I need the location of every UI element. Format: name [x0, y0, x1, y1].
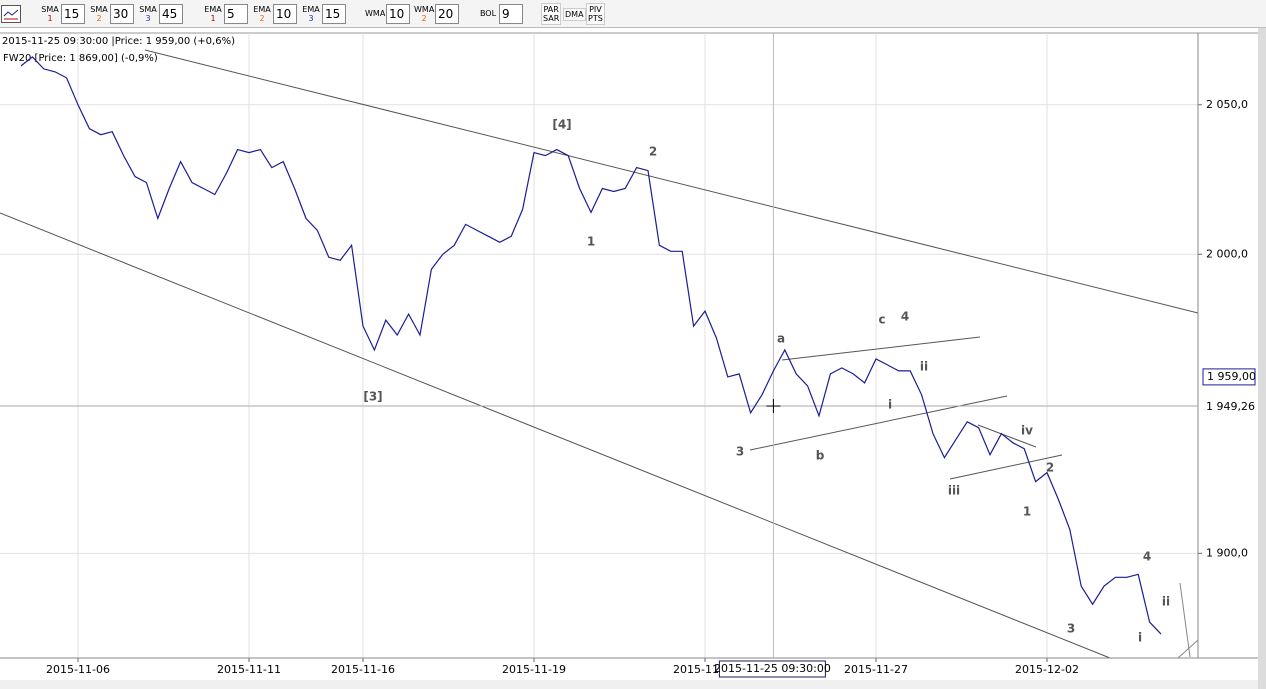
wave-label: [3] — [363, 390, 382, 404]
y-tick-label: 1 900,0 — [1206, 546, 1248, 559]
x-tick-label: 2015-11-06 — [46, 663, 110, 676]
y-tick-label: 2 000,0 — [1206, 247, 1248, 260]
indicator-index: 1 — [210, 14, 216, 23]
indicator-input[interactable]: 9 — [499, 4, 523, 24]
indicator-input[interactable]: 30 — [110, 4, 134, 24]
indicator-input[interactable]: 15 — [322, 4, 346, 24]
indicator-input[interactable]: 20 — [435, 4, 459, 24]
wave-label: b — [816, 449, 825, 463]
indicator-label: EMA — [302, 5, 320, 14]
indicator: WMA 2 20 — [414, 4, 459, 24]
indicator-input[interactable]: 5 — [224, 4, 248, 24]
indicator: WMA 10 — [365, 4, 410, 24]
trendline — [0, 212, 1111, 659]
toolbar-icon[interactable] — [1, 5, 21, 23]
icon — [3, 9, 19, 20]
button-text: PIV — [589, 5, 602, 14]
x-tick-label: 2015-11-11 — [217, 663, 281, 676]
trendline — [949, 454, 1063, 480]
wave-label: 2 — [649, 145, 657, 159]
x-tick-label: 2015-12-02 — [1015, 663, 1079, 676]
wave-label: 3 — [1067, 622, 1075, 636]
wave-label: iii — [948, 484, 960, 498]
x-tick-label: 2015-11-16 — [331, 663, 395, 676]
plot-background — [0, 28, 1258, 689]
wave-label: 4 — [1143, 550, 1151, 564]
indicator: EMA 1 5 — [203, 4, 248, 24]
price-line — [20, 56, 1162, 635]
indicator: SMA 1 15 — [40, 4, 85, 24]
indicator-label: SMA — [90, 5, 108, 14]
indicator: BOL 9 — [478, 4, 523, 24]
indicator-index: 1 — [47, 14, 53, 23]
indicator-input[interactable]: 45 — [159, 4, 183, 24]
indicator: SMA 3 45 — [138, 4, 183, 24]
grid — [0, 33, 1198, 658]
wave-label: 3 — [736, 445, 744, 459]
trendline — [749, 395, 1008, 451]
indicator: EMA 2 10 — [252, 4, 297, 24]
x-tick-label: 2015-11-27 — [844, 663, 908, 676]
wave-label: ii — [920, 360, 928, 374]
wave-label: 4 — [901, 310, 909, 324]
price-marker — [1202, 368, 1256, 386]
chart-title: FW20 [Price: 1 869,00] (-0,9%) — [3, 53, 158, 64]
trendline — [977, 424, 1037, 448]
y-tick-label: 2 050,0 — [1206, 98, 1248, 111]
toolbar-button[interactable]: DMA — [563, 8, 586, 21]
indicator-index: 2 — [421, 14, 427, 23]
wave-label: a — [777, 332, 785, 346]
indicator-index: 2 — [259, 14, 265, 23]
toolbar-button[interactable]: PIV PTS — [586, 3, 605, 25]
wave-label: iv — [1021, 424, 1033, 438]
crosshair-info: 2015-11-25 09:30:00 |Price: 1 959,00 (+0… — [2, 36, 235, 47]
trendline — [781, 336, 981, 361]
indicator-input[interactable]: 10 — [386, 4, 410, 24]
wave-label: 1 — [587, 235, 595, 249]
indicator-label: BOL — [479, 9, 497, 18]
trendlines — [0, 49, 1199, 659]
wave-label: c — [878, 313, 885, 327]
wave-label: 1 — [1023, 505, 1031, 519]
crosshair-date-label: 2015-11-25 09:30:00 — [714, 662, 831, 675]
button-text: PTS — [588, 14, 603, 23]
trendline — [1179, 582, 1191, 658]
wave-label: [4] — [552, 118, 571, 132]
x-tick-label: 2015-11-19 — [502, 663, 566, 676]
wave-label: ii — [1162, 595, 1170, 609]
indicator-label: WMA — [414, 5, 435, 14]
button-text: PAR — [543, 5, 559, 14]
trendline — [144, 49, 1199, 314]
indicator-label: EMA — [253, 5, 271, 14]
indicator: SMA 2 30 — [89, 4, 134, 24]
indicator-index: 3 — [308, 14, 314, 23]
wave-label: i — [1138, 631, 1142, 645]
bottom-strip — [0, 680, 1258, 689]
wave-label: i — [888, 398, 892, 412]
toolbar-button[interactable]: PAR SAR — [541, 3, 562, 25]
indicator-index: 3 — [145, 14, 151, 23]
indicator-label: WMA — [365, 9, 386, 18]
crosshair-date-box — [718, 660, 826, 678]
indicator-label: SMA — [41, 5, 59, 14]
side-panel — [1258, 28, 1266, 689]
wave-label: 2 — [1046, 461, 1054, 475]
crosshair-value-label: 1 949,26 — [1206, 400, 1255, 413]
indicator: EMA 3 15 — [301, 4, 346, 24]
indicator-input[interactable]: 15 — [61, 4, 85, 24]
toolbar: SMA 1 15 SMA 2 30 SMA 3 45 EMA 1 5 EMA 2 10 EMA 3 15 WMA 10… — [0, 0, 1266, 28]
indicator-label: EMA — [204, 5, 222, 14]
indicator-index: 2 — [96, 14, 102, 23]
price-marker-label: 1 959,00 — [1207, 370, 1256, 383]
trendline — [1177, 639, 1199, 659]
indicator-input[interactable]: 10 — [273, 4, 297, 24]
button-text: DMA — [565, 10, 584, 19]
indicator-label: SMA — [139, 5, 157, 14]
button-text: SAR — [543, 14, 560, 23]
